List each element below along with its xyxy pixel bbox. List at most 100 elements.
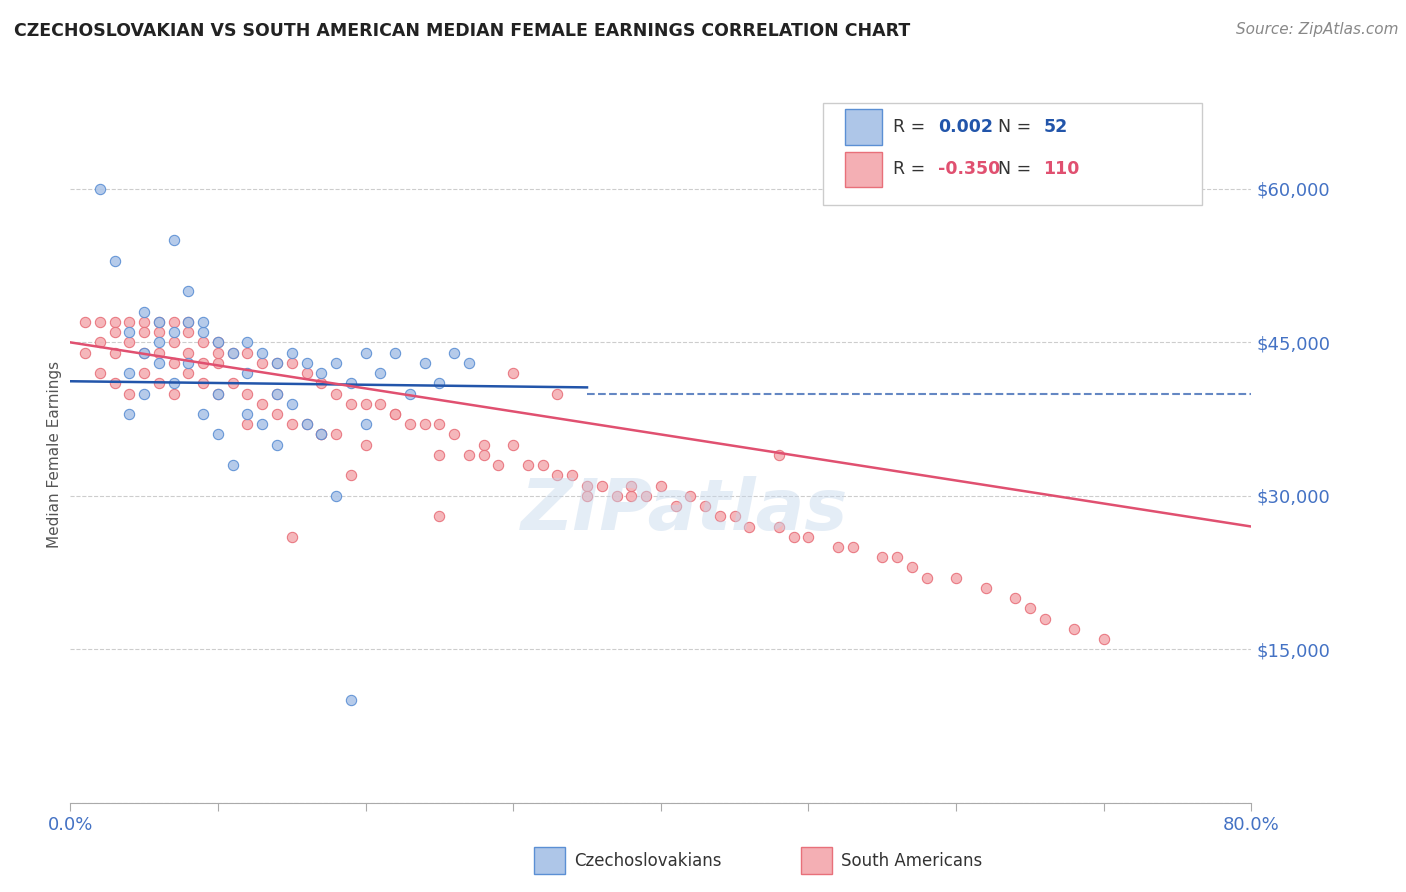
Point [738,519,761,533]
Point [250,417,273,432]
Point [207,335,229,350]
Point [177,315,200,329]
Point [768,448,790,462]
Point [75,345,96,359]
Point [915,571,938,585]
Point [531,458,554,472]
Point [177,356,200,370]
Point [191,376,214,391]
Point [472,438,495,452]
Point [104,325,127,339]
Point [148,345,170,359]
Point [399,386,422,401]
Point [163,325,186,339]
Point [797,530,820,544]
Point [104,253,127,268]
Point [191,325,214,339]
Point [295,366,318,380]
Point [443,427,465,442]
Point [413,356,436,370]
Point [236,407,259,421]
Point [266,386,288,401]
Point [132,345,156,359]
Point [281,397,304,411]
Point [458,448,481,462]
Point [1033,612,1056,626]
Point [650,478,672,492]
Point [148,376,170,391]
Point [177,366,200,380]
Point [561,468,583,483]
Point [709,509,731,524]
Point [309,427,333,442]
Point [163,376,186,391]
Point [368,397,391,411]
Point [679,489,702,503]
Point [163,335,186,350]
Point [118,386,141,401]
Point [148,356,170,370]
Point [191,335,214,350]
Point [89,335,111,350]
Point [132,386,156,401]
Point [236,366,259,380]
Point [354,345,377,359]
Point [295,356,318,370]
Point [266,386,288,401]
Point [974,581,997,595]
Point [768,519,790,533]
Point [325,386,347,401]
Text: R =: R = [893,118,931,136]
Y-axis label: Median Female Earnings: Median Female Earnings [46,361,62,549]
Point [340,468,363,483]
Point [886,550,908,565]
Point [191,315,214,329]
Point [266,407,288,421]
Point [250,345,273,359]
Point [104,376,127,391]
Point [872,550,894,565]
Point [295,417,318,432]
Point [222,345,245,359]
Point [827,540,849,554]
Point [281,417,304,432]
Point [191,356,214,370]
Point [502,438,524,452]
Point [723,509,745,524]
Point [281,345,304,359]
Point [693,499,716,513]
Point [354,417,377,432]
Point [266,356,288,370]
Point [222,345,245,359]
Point [118,325,141,339]
Text: N =: N = [998,161,1038,178]
Point [236,417,259,432]
Point [782,530,804,544]
Point [250,397,273,411]
Point [148,335,170,350]
Point [148,315,170,329]
Text: CZECHOSLOVAKIAN VS SOUTH AMERICAN MEDIAN FEMALE EARNINGS CORRELATION CHART: CZECHOSLOVAKIAN VS SOUTH AMERICAN MEDIAN… [14,22,910,40]
Text: Source: ZipAtlas.com: Source: ZipAtlas.com [1236,22,1399,37]
Point [340,376,363,391]
Point [75,315,96,329]
Point [591,478,613,492]
Point [605,489,627,503]
Point [177,284,200,298]
Point [427,376,450,391]
Point [104,345,127,359]
Point [132,366,156,380]
Point [148,315,170,329]
Point [222,376,245,391]
Point [340,693,363,707]
Point [502,366,524,380]
Point [900,560,922,574]
Point [118,335,141,350]
Point [443,345,465,359]
Point [427,417,450,432]
Point [354,397,377,411]
Point [472,448,495,462]
Point [236,386,259,401]
Point [266,438,288,452]
Point [163,386,186,401]
